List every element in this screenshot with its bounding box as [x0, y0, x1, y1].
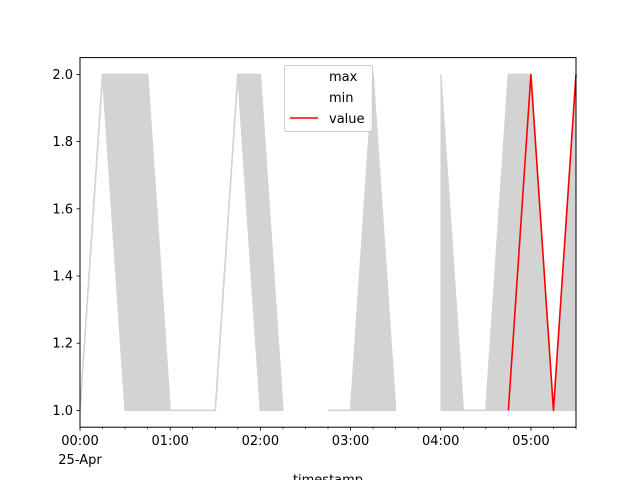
- x-tick-label: 04:00: [422, 434, 459, 449]
- legend-box: [284, 65, 373, 132]
- y-axis: 1.0 1.2 1.4 1.6 1.8 2.0: [52, 68, 80, 419]
- x-tick-label: 02:00: [242, 434, 279, 449]
- series-lines: [79, 73, 577, 412]
- x-tick-label: 01:00: [151, 434, 188, 449]
- series-line-value: [507, 73, 577, 412]
- y-tick-label: 1.4: [52, 270, 73, 285]
- y-tick-label: 1.8: [52, 135, 73, 150]
- legend: max min value: [284, 65, 373, 132]
- fill-segment: [124, 74, 148, 411]
- y-tick-label: 1.6: [52, 202, 73, 217]
- x-tick-label: 03:00: [332, 434, 369, 449]
- x-axis: 00:00 25-Apr 01:00 02:00 03:00 04:00 05:00: [58, 427, 577, 468]
- series-line-min: [79, 73, 283, 412]
- legend-label-value: value: [329, 112, 365, 127]
- x-tick-label: 05:00: [512, 434, 549, 449]
- legend-label-max: max: [329, 70, 358, 85]
- y-tick-label: 1.2: [52, 337, 73, 352]
- y-tick-label: 1.0: [52, 404, 73, 419]
- x-axis-label: timestamp: [293, 473, 363, 480]
- x-tick-sublabel: 25-Apr: [58, 453, 102, 468]
- legend-label-min: min: [329, 91, 354, 106]
- y-tick-label: 2.0: [52, 68, 73, 83]
- x-tick-label: 00:00: [61, 434, 98, 449]
